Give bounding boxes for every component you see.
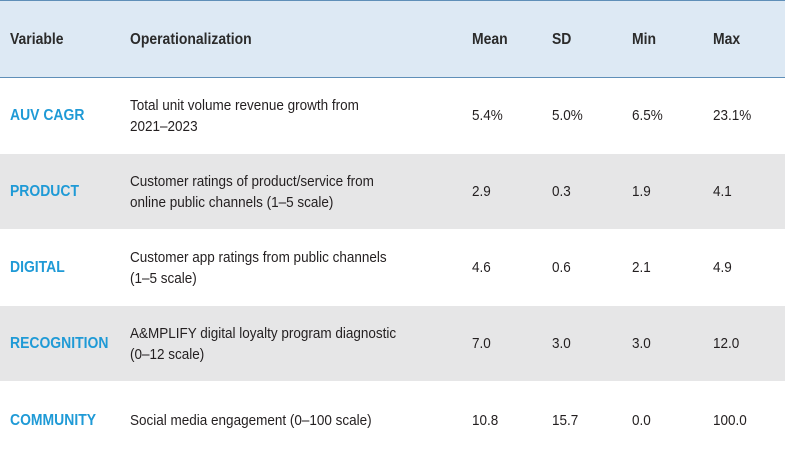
- header-mean: Mean: [472, 30, 508, 48]
- mean-value: 4.6: [472, 259, 491, 276]
- variable-name: RECOGNITION: [10, 335, 109, 352]
- header-min: Min: [632, 30, 657, 48]
- operationalization-line: Total unit volume revenue growth from: [130, 96, 359, 114]
- sd-value: 5.0%: [552, 107, 583, 124]
- max-value: 23.1%: [713, 107, 752, 124]
- mean-value: 5.4%: [472, 107, 503, 124]
- sd-value: 3.0: [552, 335, 571, 352]
- operationalization-line: online public channels (1–5 scale): [130, 193, 334, 211]
- mean-value: 2.9: [472, 183, 491, 200]
- max-value: 4.1: [713, 183, 732, 200]
- min-value: 6.5%: [632, 107, 663, 124]
- sd-value: 15.7: [552, 411, 579, 429]
- min-value: 0.0: [632, 411, 651, 429]
- header-max: Max: [713, 30, 741, 48]
- operationalization-text: Customer ratings of product/service from…: [130, 171, 427, 213]
- operationalization-text: Social media engagement (0–100 scale): [130, 410, 427, 431]
- operationalization-line: (1–5 scale): [130, 269, 197, 287]
- operationalization-text: Customer app ratings from public channel…: [130, 247, 427, 289]
- mean-value: 7.0: [472, 335, 491, 352]
- operationalization-line: Customer ratings of product/service from: [130, 172, 374, 190]
- max-value: 4.9: [713, 259, 732, 276]
- min-value: 1.9: [632, 183, 651, 200]
- table-row-product: PRODUCT Customer ratings of product/serv…: [0, 154, 785, 230]
- operationalization-line: 2021–2023: [130, 117, 198, 135]
- max-value: 12.0: [713, 335, 740, 352]
- variable-name: COMMUNITY: [10, 411, 97, 429]
- variable-name: DIGITAL: [10, 259, 65, 276]
- operationalization-line: (0–12 scale): [130, 345, 205, 363]
- sd-value: 0.6: [552, 259, 571, 276]
- operationalization-text: A&MPLIFY digital loyalty program diagnos…: [130, 323, 427, 365]
- header-sd: SD: [552, 30, 572, 48]
- operationalization-text: Total unit volume revenue growth from 20…: [130, 95, 427, 137]
- operationalization-line: Social media engagement (0–100 scale): [130, 411, 372, 429]
- header-operationalization: Operationalization: [130, 30, 252, 48]
- variable-name: AUV CAGR: [10, 107, 85, 124]
- table-header-row: Variable Operationalization Mean SD Min …: [0, 1, 785, 78]
- table-row-digital: DIGITAL Customer app ratings from public…: [0, 230, 785, 306]
- header-variable: Variable: [10, 30, 64, 48]
- operationalization-line: Customer app ratings from public channel…: [130, 248, 387, 266]
- operationalization-line: A&MPLIFY digital loyalty program diagnos…: [130, 324, 397, 342]
- table-row-auv-cagr: AUV CAGR Total unit volume revenue growt…: [0, 78, 785, 154]
- table-row-community: COMMUNITY Social media engagement (0–100…: [0, 382, 785, 457]
- sd-value: 0.3: [552, 183, 571, 200]
- mean-value: 10.8: [472, 411, 499, 429]
- variable-name: PRODUCT: [10, 183, 79, 200]
- min-value: 3.0: [632, 335, 651, 352]
- max-value: 100.0: [713, 411, 747, 429]
- min-value: 2.1: [632, 259, 651, 276]
- table-row-recognition: RECOGNITION A&MPLIFY digital loyalty pro…: [0, 306, 785, 382]
